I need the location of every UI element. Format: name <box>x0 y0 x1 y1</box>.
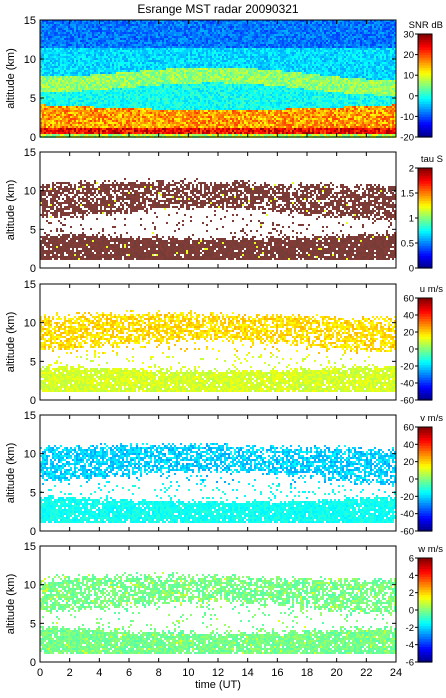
colorbar-tick-label: 0 <box>409 345 414 356</box>
figure-title: Esrange MST radar 20090321 <box>40 2 396 16</box>
heatmap-cells <box>40 310 396 392</box>
y-tick-label: 10 <box>24 186 36 198</box>
colorbar-tick-label: -20 <box>400 492 414 503</box>
colorbar-tick-label: 40 <box>403 440 414 451</box>
y-tick-label: 5 <box>30 487 36 499</box>
y-axis-label: altitude (km) <box>5 443 17 504</box>
colorbar-label: w m/s <box>417 544 443 555</box>
x-tick-label: 22 <box>360 667 372 679</box>
colorbar-tick-label: -40 <box>400 379 414 390</box>
x-axis-label: time (UT) <box>195 679 241 691</box>
colorbar-tick-label: 1.5 <box>401 189 414 200</box>
colorbar-tick-label: 20 <box>403 50 414 61</box>
panel-4: 0 5 10 15 altitude (km) -60 -40 -20 0 20 40 60 v m/s <box>5 410 443 538</box>
colorbar-tick-label: -20 <box>400 362 414 373</box>
colorbar-tick-label: 20 <box>403 328 414 339</box>
heatmap-cells <box>40 443 396 523</box>
x-tick-label: 12 <box>212 667 224 679</box>
colorbar-tick-label: 10 <box>403 71 414 82</box>
heatmap-cells <box>40 572 396 654</box>
colorbar-label: tau S <box>421 154 443 165</box>
y-tick-label: 10 <box>24 54 36 66</box>
colorbar-tick-label: -4 <box>406 640 414 651</box>
y-tick-label: 5 <box>30 224 36 236</box>
y-tick-label: 15 <box>24 541 36 553</box>
heatmap-cells <box>40 20 396 138</box>
colorbar-tick-label: 4 <box>409 571 414 582</box>
x-tick-label: 6 <box>126 667 132 679</box>
colorbar-tick-label: -60 <box>400 396 414 407</box>
colorbar-label: v m/s <box>420 413 443 424</box>
x-tick-label: 8 <box>156 667 162 679</box>
x-tick-label: 2 <box>67 667 73 679</box>
colorbar-tick-label: -2 <box>406 623 414 634</box>
x-tick-label: 18 <box>301 667 313 679</box>
colorbar-4: -60 -40 -20 0 20 40 60 v m/s <box>400 413 443 538</box>
y-tick-label: 10 <box>24 449 36 461</box>
y-tick-label: 0 <box>30 263 36 275</box>
y-tick-label: 15 <box>24 147 36 159</box>
colorbar-tick-label: 60 <box>403 294 414 305</box>
y-axis-label: altitude (km) <box>5 180 17 241</box>
y-tick-label: 5 <box>30 93 36 105</box>
x-tick-label: 20 <box>331 667 343 679</box>
colorbar-tick-label: 0 <box>409 91 414 102</box>
y-tick-label: 0 <box>30 657 36 669</box>
colorbar-tick-label: -6 <box>406 658 414 669</box>
colorbar-tick-label: -40 <box>400 509 414 520</box>
colorbar-3: -60 -40 -20 0 20 40 60 u m/s <box>400 284 443 407</box>
colorbar-tick-label: -10 <box>400 112 414 123</box>
y-tick-label: 15 <box>24 279 36 291</box>
colorbar-tick-label: 20 <box>403 457 414 468</box>
y-tick-label: 5 <box>30 356 36 368</box>
y-tick-label: 0 <box>30 132 36 144</box>
y-tick-label: 5 <box>30 618 36 630</box>
y-tick-label: 15 <box>24 410 36 422</box>
colorbar-label: SNR dB <box>409 20 443 31</box>
colorbar-tick-label: 60 <box>403 423 414 434</box>
colorbar-tick-label: 1 <box>409 214 414 225</box>
colorbar-label: u m/s <box>420 284 443 295</box>
colorbar-tick-label: 0 <box>409 475 414 486</box>
y-tick-label: 10 <box>24 318 36 330</box>
y-axis-label: altitude (km) <box>5 312 17 373</box>
y-tick-label: 0 <box>30 395 36 407</box>
colorbar-tick-label: -60 <box>400 527 414 538</box>
colorbar-tick-label: 2 <box>409 588 414 599</box>
colorbar-tick-label: 30 <box>403 30 414 41</box>
x-tick-label: 10 <box>182 667 194 679</box>
colorbar-tick-label: 0.5 <box>401 239 414 250</box>
panel-3: 0 5 10 15 altitude (km) -60 -40 -20 0 20 40 60 u m/s <box>5 279 443 407</box>
y-tick-label: 10 <box>24 580 36 592</box>
colorbar-5: -6 -4 -2 0 2 4 6w m/s <box>406 544 444 669</box>
x-tick-label: 4 <box>96 667 102 679</box>
y-axis-label: altitude (km) <box>5 574 17 635</box>
x-tick-label: 0 <box>37 667 43 679</box>
colorbar-tick-label: 40 <box>403 311 414 322</box>
x-tick-label: 14 <box>242 667 254 679</box>
x-tick-label: 24 <box>390 667 402 679</box>
colorbar-tick-label: -20 <box>400 133 414 144</box>
y-tick-label: 15 <box>24 15 36 27</box>
colorbar-2: 0 0.5 1 1.5 2 tau S <box>401 154 443 275</box>
x-tick-label: 16 <box>271 667 283 679</box>
colorbar-tick-label: 0 <box>409 264 414 275</box>
panel-2: 0 5 10 15 altitude (km) 0 0.5 1 1.5 2 tau S <box>5 147 443 275</box>
colorbar-tick-label: 6 <box>409 554 414 565</box>
y-axis-label: altitude (km) <box>5 48 17 109</box>
colorbar-tick-label: 2 <box>409 164 414 175</box>
y-tick-label: 0 <box>30 526 36 538</box>
heatmap-cells <box>40 178 396 260</box>
colorbar-tick-label: 0 <box>409 606 414 617</box>
